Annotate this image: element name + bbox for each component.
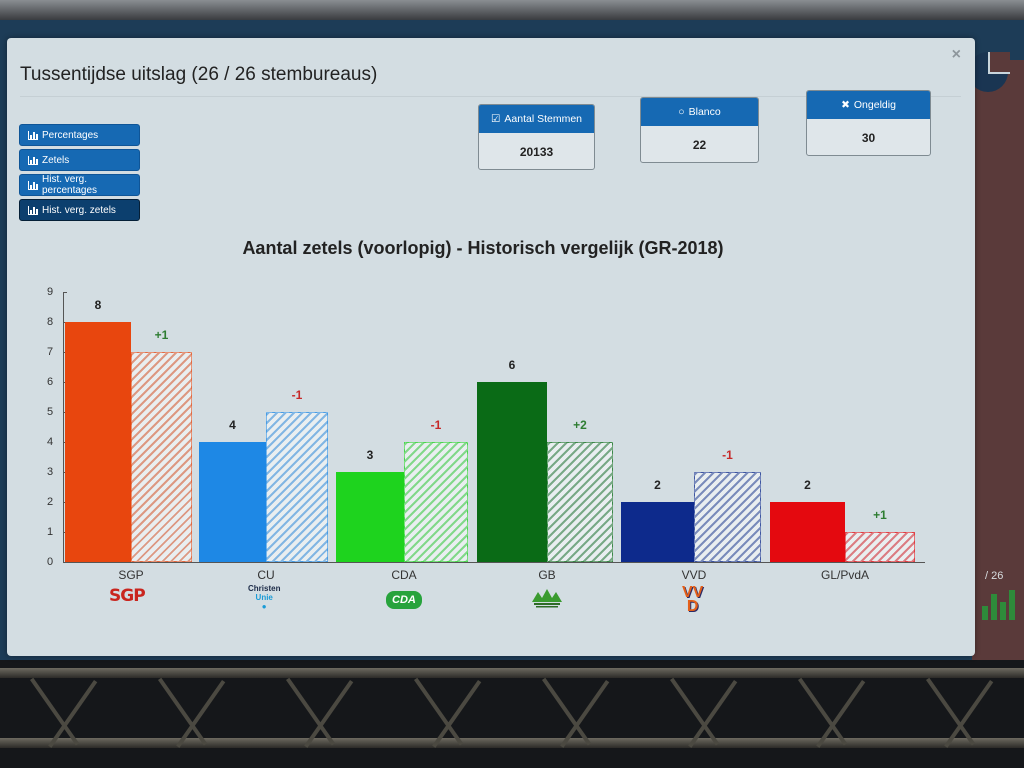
value-label: 2 xyxy=(804,478,811,492)
value-label: 8 xyxy=(94,298,102,312)
bar-current-cu[interactable] xyxy=(199,442,266,562)
y-tick-label: 3 xyxy=(47,466,67,478)
x-tick-label: VVD xyxy=(681,568,707,582)
close-icon[interactable]: × xyxy=(951,46,961,63)
bar-chart-icon xyxy=(28,130,38,140)
stage-truss xyxy=(0,660,1024,768)
stat-value: 22 xyxy=(692,138,707,152)
y-tick-label: 6 xyxy=(47,376,67,388)
x-axis xyxy=(63,562,925,563)
party-logo-gb xyxy=(530,586,564,615)
stat-ongeldig: ✖ Ongeldig 30 xyxy=(806,90,931,156)
value-label: 2 xyxy=(654,478,661,492)
divider xyxy=(20,96,961,97)
stat-value: 20133 xyxy=(519,145,554,159)
y-tick-label: 2 xyxy=(47,496,67,508)
value-label: 4 xyxy=(229,418,236,432)
bar-historical-sgp[interactable] xyxy=(131,352,192,562)
delta-label: -1 xyxy=(430,418,442,432)
y-tick-label: 1 xyxy=(47,526,67,538)
background-count: / 26 xyxy=(985,570,1004,582)
checkbox-icon: ☑ xyxy=(490,113,501,125)
y-tick-label: 8 xyxy=(47,316,67,328)
x-icon: ✖ xyxy=(841,99,850,111)
bar-chart-icon xyxy=(28,180,38,190)
x-tick-label: GL/PvdA xyxy=(820,568,870,582)
bar-current-vvd[interactable] xyxy=(621,502,694,562)
hist-verg-zetels-button[interactable]: Hist. verg. zetels xyxy=(19,199,140,221)
percentages-button[interactable]: Percentages xyxy=(19,124,140,146)
bar-historical-gl-pvda[interactable] xyxy=(845,532,915,562)
party-logo-cda: CDA xyxy=(386,590,422,609)
bar-chart-icon xyxy=(28,155,38,165)
bar-current-gb[interactable] xyxy=(477,382,547,562)
stat-label: Ongeldig xyxy=(853,99,896,111)
value-label: 3 xyxy=(366,448,374,462)
value-label: 6 xyxy=(508,358,516,372)
modal-title: Tussentijdse uitslag (26 / 26 stembureau… xyxy=(20,64,378,85)
delta-label: +1 xyxy=(154,328,169,342)
y-tick-label: 5 xyxy=(47,406,67,418)
delta-label: -1 xyxy=(722,448,733,462)
y-tick-label: 4 xyxy=(47,436,67,448)
ceiling-lights xyxy=(0,0,1024,20)
x-tick-label: CU xyxy=(257,568,275,582)
button-label: Hist. verg. zetels xyxy=(42,204,116,216)
chart-title: Aantal zetels (voorlopig) - Historisch v… xyxy=(242,238,724,258)
bar-historical-gb[interactable] xyxy=(547,442,613,562)
results-modal: × Tussentijdse uitslag (26 / 26 stembure… xyxy=(7,38,975,656)
bar-historical-cda[interactable] xyxy=(404,442,468,562)
bar-chart: 0 1 2 3 4 5 6 7 8 9 8 +1 SGP SGP 4 -1 CU Christen Unie ● 3 -1… xyxy=(7,38,975,656)
x-tick-label: SGP xyxy=(118,568,144,582)
button-label: Percentages xyxy=(42,129,99,141)
bar-current-cda[interactable] xyxy=(336,472,404,562)
delta-label: -1 xyxy=(291,388,303,402)
stat-label: Blanco xyxy=(688,106,721,118)
delta-label: +1 xyxy=(873,508,887,522)
background-map-panel xyxy=(972,60,1024,660)
stat-aantal-stemmen: ☑ Aantal Stemmen 20133 xyxy=(478,104,595,170)
party-logo-cu: Christen Unie ● xyxy=(248,584,281,611)
y-tick-label: 9 xyxy=(47,286,67,298)
x-tick-label: CDA xyxy=(391,568,417,582)
button-label: Zetels xyxy=(42,154,70,166)
bar-current-sgp[interactable] xyxy=(65,322,131,562)
party-logo-sgp: SGP xyxy=(109,586,146,606)
y-tick-label: 7 xyxy=(47,346,67,358)
bar-current-gl-pvda[interactable] xyxy=(770,502,845,562)
y-axis xyxy=(63,292,64,562)
x-tick-label: GB xyxy=(538,568,556,582)
y-tick-label: 0 xyxy=(47,556,67,568)
bar-historical-cu[interactable] xyxy=(266,412,328,562)
bar-chart-icon xyxy=(28,205,38,215)
circle-icon: ○ xyxy=(678,106,685,118)
stat-blanco: ○ Blanco 22 xyxy=(640,97,759,163)
delta-label: +2 xyxy=(573,418,587,432)
chart-type-buttons: Percentages Zetels Hist. verg. percentag… xyxy=(19,124,140,221)
hist-verg-percentages-button[interactable]: Hist. verg. percentages xyxy=(19,174,140,196)
party-logo-vvd: VV D xyxy=(682,584,704,615)
zetels-button[interactable]: Zetels xyxy=(19,149,140,171)
background-bar-chart-icon xyxy=(982,588,1020,620)
stat-label: Aantal Stemmen xyxy=(504,113,583,125)
button-label: Hist. verg. percentages xyxy=(42,174,98,196)
bar-historical-vvd[interactable] xyxy=(694,472,761,562)
stat-value: 30 xyxy=(861,131,876,145)
